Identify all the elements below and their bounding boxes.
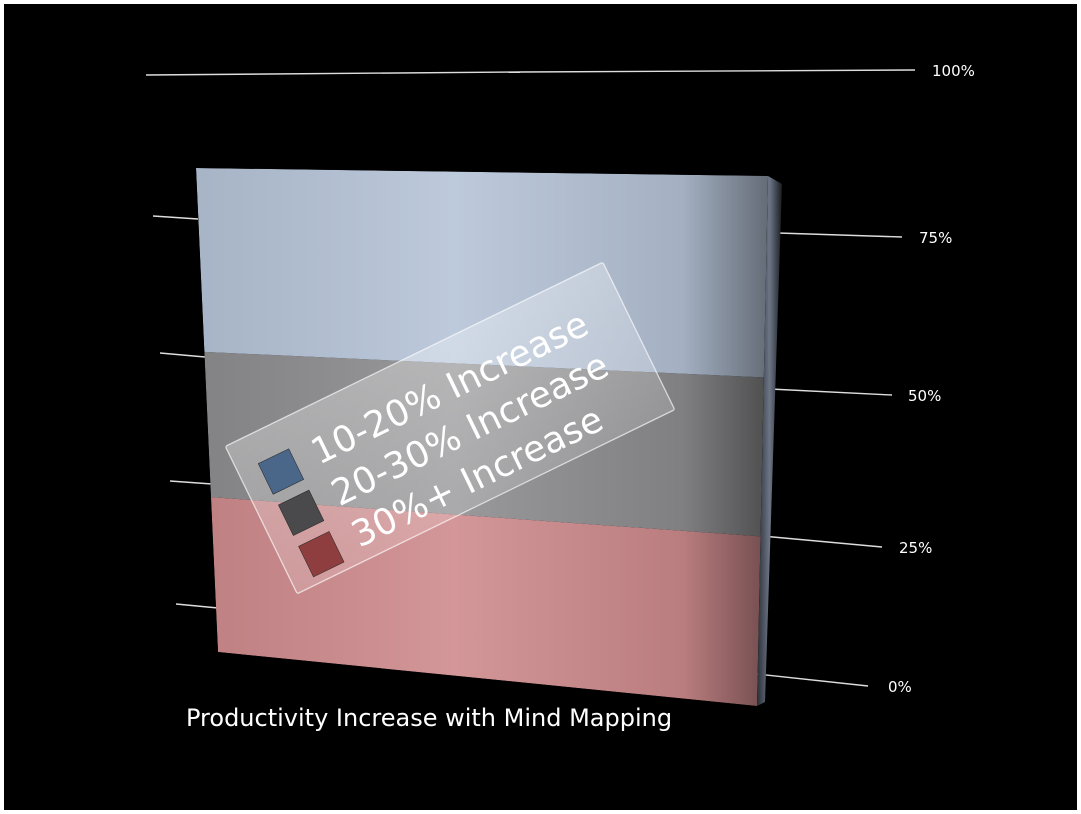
gridline-left-2 [159, 352, 206, 358]
gridline-right-1 [761, 535, 883, 548]
gridline-right-4 [519, 69, 916, 73]
grid-lines [145, 69, 916, 687]
y-tick-label: 25% [899, 539, 932, 557]
y-tick-label: 75% [919, 229, 952, 247]
gridline-left-4 [145, 71, 521, 76]
legend-box [225, 262, 675, 594]
gridline-right-3 [777, 232, 903, 238]
legend-swatch [278, 489, 325, 536]
y-tick-label: 0% [888, 678, 912, 696]
y-tick-label: 100% [932, 62, 975, 80]
gridline-left-3 [152, 215, 199, 220]
chart-title: Productivity Increase with Mind Mapping [186, 704, 672, 732]
y-axis-tick-labels: 0% 25% 50% 75% 100% [888, 62, 975, 696]
gridline-right-2 [769, 388, 893, 396]
y-tick-label: 50% [908, 387, 941, 405]
gridline-right-0 [756, 673, 869, 687]
legend-swatch [298, 531, 345, 578]
gridline-left-1 [169, 480, 213, 485]
gridline-left-0 [175, 603, 219, 609]
legend-swatch [257, 448, 305, 495]
bar-side-face [757, 176, 782, 706]
